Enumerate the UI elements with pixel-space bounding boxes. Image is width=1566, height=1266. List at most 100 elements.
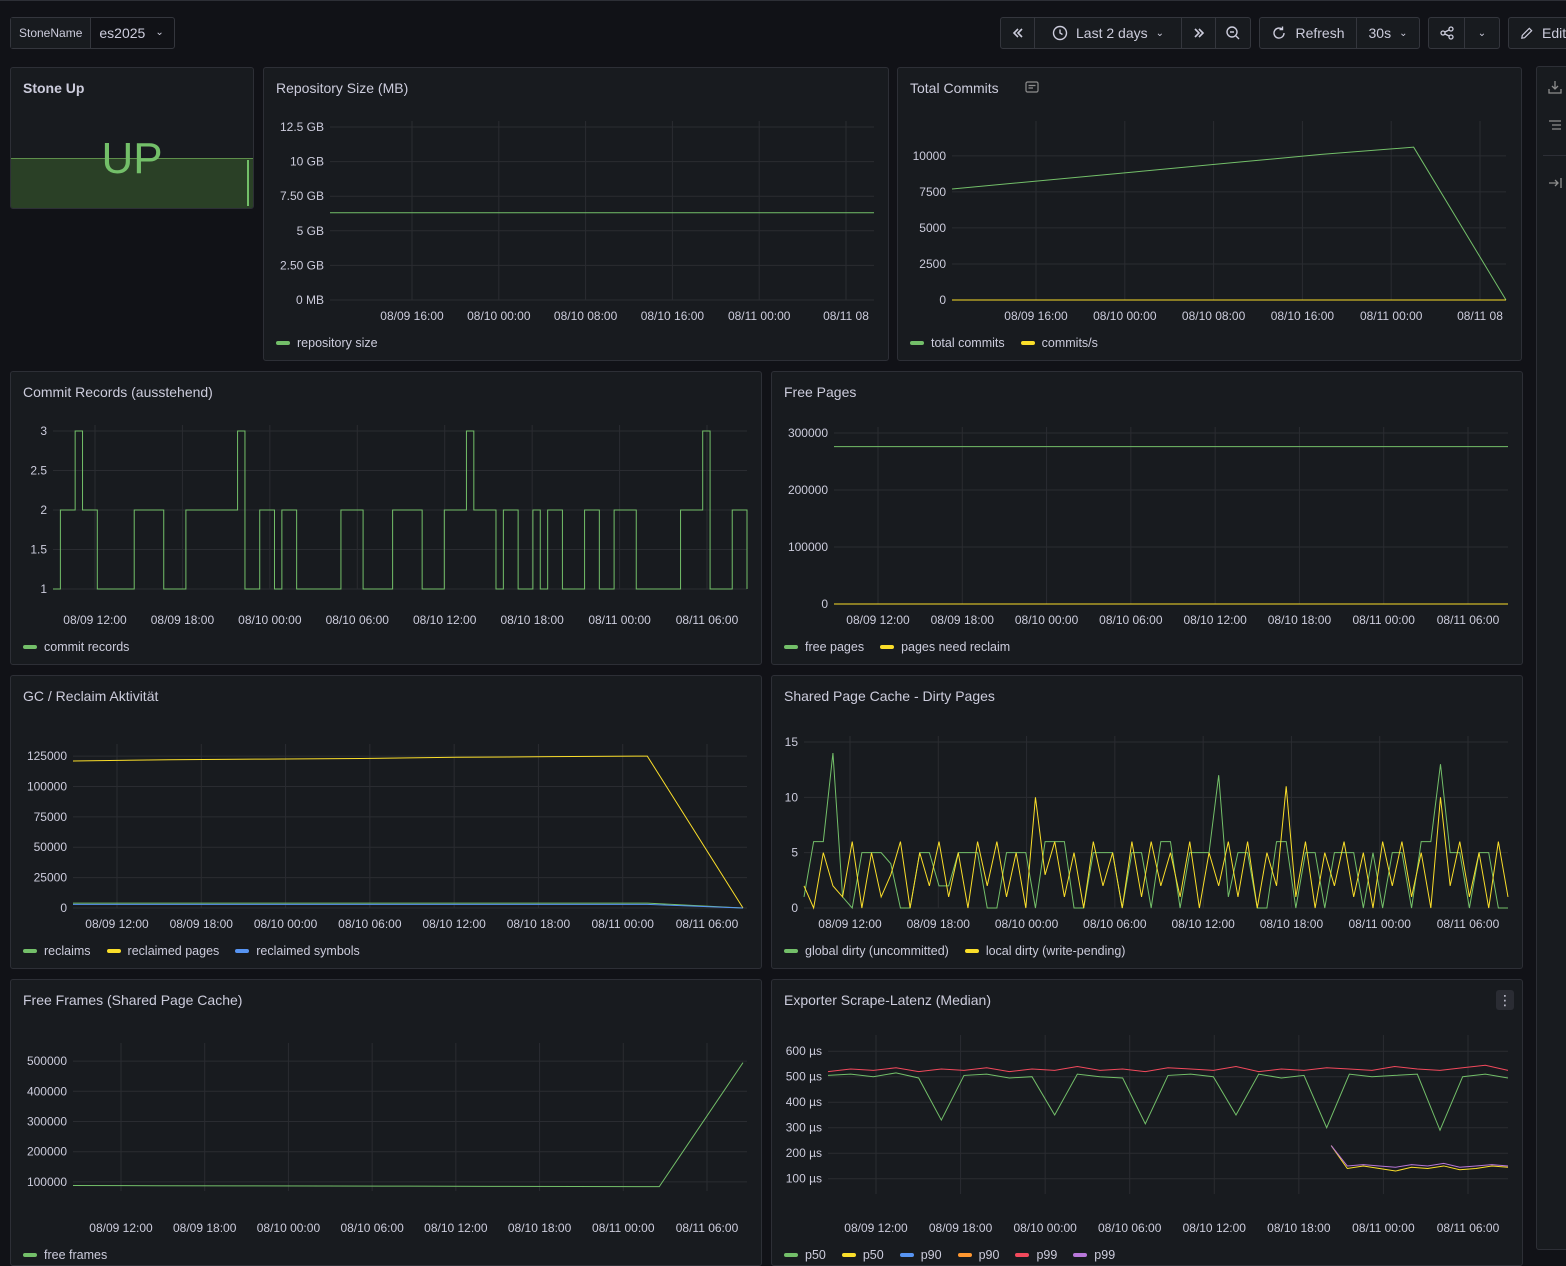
- legend-label: p99: [1094, 1248, 1116, 1262]
- chevron-down-icon: ⌄: [1155, 27, 1164, 39]
- x-tick-label: 08/11 00:00: [1360, 309, 1423, 323]
- panel-dirty-pages[interactable]: Shared Page Cache - Dirty Pages 0 5 10 15 08…: [771, 675, 1523, 969]
- panel-title: GC / Reclaim Aktivität: [23, 688, 159, 704]
- legend-label: reclaims: [44, 944, 91, 958]
- legend-item[interactable]: p99: [1015, 1248, 1057, 1262]
- panel-free-frames[interactable]: Free Frames (Shared Page Cache) 100000 20…: [10, 979, 762, 1266]
- edit-button[interactable]: Edit: [1509, 18, 1566, 48]
- y-tick-label: 200000: [788, 483, 828, 497]
- x-tick-label: 08/10 00:00: [1015, 613, 1079, 627]
- panel-description-icon[interactable]: [1025, 81, 1039, 96]
- time-shift-back-button[interactable]: [1001, 18, 1035, 48]
- legend-item[interactable]: total commits: [910, 336, 1005, 350]
- y-tick-label: 0: [60, 901, 67, 915]
- stat-value: UP: [101, 134, 163, 183]
- panel-menu-button[interactable]: ⋮: [1496, 990, 1514, 1010]
- legend-item[interactable]: free pages: [784, 640, 864, 654]
- x-tick-label: 08/10 06:00: [340, 1221, 404, 1235]
- y-tick-label: 500 µs: [786, 1070, 822, 1084]
- variable-dropdown[interactable]: es2025 ⌄: [91, 18, 173, 48]
- legend-swatch: [1073, 1253, 1088, 1257]
- legend-swatch: [23, 949, 37, 953]
- double-chevron-right-icon: [1193, 28, 1204, 38]
- legend-item[interactable]: p50: [841, 1248, 884, 1262]
- time-range-picker[interactable]: Last 2 days ⌄: [1035, 18, 1182, 48]
- y-tick-label: 100 µs: [786, 1172, 822, 1186]
- series-line: [951, 146, 1507, 301]
- y-tick-label: 7.50 GB: [280, 189, 324, 203]
- outline-icon[interactable]: [1547, 117, 1563, 136]
- panel-free-pages[interactable]: Free Pages 0 100000 200000 300000 08/09 12:0…: [771, 371, 1523, 665]
- x-tick-label: 08/11 00:00: [1352, 1221, 1415, 1235]
- share-button[interactable]: [1429, 18, 1465, 48]
- legend-item[interactable]: local dirty (write-pending): [964, 944, 1125, 958]
- y-tick-label: 5: [791, 846, 798, 860]
- legend-item[interactable]: reclaimed symbols: [235, 944, 360, 958]
- x-tick-label: 08/11 00:00: [728, 309, 791, 323]
- stat-sparkline-area: [11, 158, 253, 208]
- legend-item[interactable]: pages need reclaim: [880, 640, 1010, 654]
- y-tick-label: 5 GB: [297, 224, 324, 238]
- stat-sparkline-edge: [247, 160, 249, 206]
- legend-label: p90: [920, 1248, 942, 1262]
- legend-label: repository size: [297, 336, 378, 350]
- x-tick-label: 08/10 12:00: [413, 613, 477, 627]
- panel-commit-records[interactable]: Commit Records (ausstehend) 1 1.5 2 2.5 3 08/…: [10, 371, 762, 665]
- panel-title: Total Commits: [910, 80, 999, 96]
- y-tick-label: 0: [821, 597, 828, 611]
- x-tick-label: 08/11 06:00: [1437, 613, 1500, 627]
- y-tick-label: 75000: [34, 810, 68, 824]
- y-tick-label: 100000: [27, 779, 67, 793]
- x-tick-label: 08/10 00:00: [995, 917, 1059, 931]
- share-menu-button[interactable]: ⌄: [1465, 18, 1499, 48]
- chart-gc-reclaim: 0 25000 50000 75000 100000 125000 08/09 12:00 0…: [27, 744, 747, 931]
- time-shift-forward-button[interactable]: [1182, 18, 1216, 48]
- x-tick-label: 08/09 12:00: [63, 613, 127, 627]
- legend-item[interactable]: commit records: [23, 640, 129, 654]
- variable-selector[interactable]: StoneName es2025 ⌄: [10, 17, 175, 49]
- panel-stone-up[interactable]: Stone Up UP: [10, 67, 254, 209]
- x-tick-label: 08/10 00:00: [1093, 309, 1157, 323]
- series-line: [1330, 1145, 1509, 1168]
- legend-item[interactable]: reclaimed pages: [106, 944, 219, 958]
- legend-swatch: [784, 645, 798, 649]
- panel-title: Repository Size (MB): [276, 80, 409, 96]
- legend-item[interactable]: commits/s: [1020, 336, 1098, 350]
- legend-item[interactable]: free frames: [23, 1248, 107, 1262]
- y-tick-label: 10000: [913, 149, 947, 163]
- legend-item[interactable]: p90: [957, 1248, 999, 1262]
- x-tick-label: 08/10 06:00: [1083, 917, 1147, 931]
- panel-scrape-latency[interactable]: Exporter Scrape-Latenz (Median) ⋮ 100 µs…: [771, 979, 1523, 1266]
- rail-divider: [1543, 155, 1566, 156]
- legend-item[interactable]: p99: [1073, 1248, 1115, 1262]
- zoom-out-button[interactable]: [1216, 18, 1250, 48]
- x-tick-label: 08/10 00:00: [467, 309, 531, 323]
- legend-item[interactable]: p90: [899, 1248, 942, 1262]
- panel-repository-size[interactable]: Repository Size (MB) 0 MB 2.50 GB 5 GB 7.50…: [263, 67, 889, 361]
- y-tick-label: 0: [791, 901, 798, 915]
- refresh-interval-picker[interactable]: 30s ⌄: [1357, 18, 1419, 48]
- legend-item[interactable]: reclaims: [23, 944, 91, 958]
- dock-expand-icon[interactable]: [1547, 175, 1563, 194]
- x-tick-label: 08/09 18:00: [929, 1221, 993, 1235]
- series-line: [72, 755, 744, 909]
- legend-swatch: [1020, 341, 1035, 345]
- chart-legend: p50 p50 p90 p90 p99 p99: [784, 1248, 1115, 1262]
- x-tick-label: 08/11 06:00: [1437, 1221, 1500, 1235]
- legend-item[interactable]: repository size: [276, 336, 378, 350]
- x-tick-label: 08/11 06:00: [676, 613, 739, 627]
- share-icon: [1439, 26, 1454, 40]
- y-tick-label: 0: [939, 293, 946, 307]
- download-icon[interactable]: [1547, 79, 1563, 98]
- panel-gc-reclaim[interactable]: GC / Reclaim Aktivität 0 25000 50000 75000 1…: [10, 675, 762, 969]
- x-tick-label: 08/10 08:00: [554, 309, 618, 323]
- x-tick-label: 08/10 06:00: [338, 917, 402, 931]
- chart-scrape-latency: 100 µs 200 µs 300 µs 400 µs 500 µs 600 µs 08/0…: [786, 1035, 1509, 1235]
- x-tick-label: 08/10 18:00: [500, 613, 564, 627]
- y-tick-label: 12.5 GB: [280, 120, 324, 134]
- panel-total-commits[interactable]: Total Commits 0 2500 5000 7500 10000 08/09 16…: [897, 67, 1522, 361]
- chart-legend: repository size: [276, 336, 378, 350]
- legend-item[interactable]: global dirty (uncommitted): [784, 944, 949, 958]
- refresh-button[interactable]: Refresh: [1260, 18, 1357, 48]
- legend-item[interactable]: p50: [784, 1248, 826, 1262]
